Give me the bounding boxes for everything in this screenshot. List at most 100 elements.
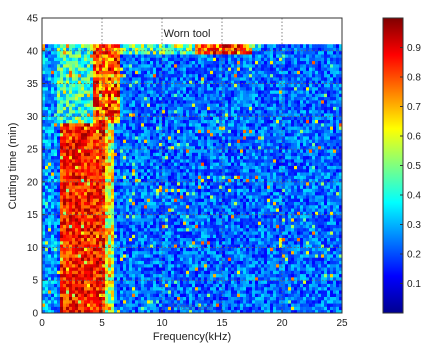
heatmap-cell <box>276 201 280 206</box>
heatmap-cell <box>222 155 226 160</box>
heatmap-cell <box>126 162 130 166</box>
heatmap-cell <box>147 257 151 261</box>
heatmap-cell <box>51 211 55 216</box>
heatmap-cell <box>84 280 88 284</box>
heatmap-cell <box>132 227 136 232</box>
heatmap-cell <box>213 254 217 258</box>
heatmap-cell <box>177 283 181 288</box>
heatmap-cell <box>333 286 337 291</box>
heatmap-cell <box>186 257 190 261</box>
heatmap-cell <box>48 208 52 212</box>
heatmap-cell <box>195 208 199 212</box>
heatmap-cell <box>300 244 304 248</box>
heatmap-cell <box>228 250 232 255</box>
heatmap-cell <box>258 149 262 153</box>
heatmap-cell <box>42 280 46 284</box>
heatmap-cell <box>270 270 274 275</box>
heatmap-cell <box>243 267 247 271</box>
heatmap-cell <box>243 306 247 311</box>
heatmap-cell <box>294 152 298 157</box>
heatmap-cell <box>165 201 169 206</box>
heatmap-cell <box>306 211 310 216</box>
heatmap-cell <box>228 299 232 304</box>
heatmap-cell <box>72 211 76 216</box>
heatmap-cell <box>300 247 304 252</box>
heatmap-cell <box>93 231 97 235</box>
heatmap-cell <box>243 201 247 206</box>
heatmap-cell <box>183 240 187 245</box>
heatmap-cell <box>198 286 202 291</box>
heatmap-cell <box>102 158 106 163</box>
heatmap-cell <box>123 283 127 288</box>
heatmap-cell <box>120 214 124 219</box>
heatmap-cell <box>174 250 178 255</box>
heatmap-cell <box>240 172 244 176</box>
heatmap-cell <box>162 188 166 193</box>
heatmap-cell <box>72 257 76 261</box>
heatmap-cell <box>201 244 205 248</box>
heatmap-cell <box>96 172 100 176</box>
heatmap-cell <box>90 172 94 176</box>
heatmap-cell <box>96 188 100 193</box>
heatmap-cell <box>243 149 247 153</box>
heatmap-cell <box>63 181 67 186</box>
heatmap-cell <box>162 254 166 258</box>
heatmap-cell <box>195 168 199 173</box>
heatmap-cell <box>327 175 331 180</box>
heatmap-cell <box>96 303 100 307</box>
heatmap-cell <box>330 286 334 291</box>
heatmap-cell <box>126 191 130 196</box>
heatmap-cell <box>102 195 106 199</box>
heatmap-cell <box>105 217 109 222</box>
heatmap-cell <box>48 240 52 245</box>
heatmap-cell <box>72 260 76 265</box>
heatmap-cell <box>228 280 232 284</box>
heatmap-cell <box>42 244 46 248</box>
heatmap-cell <box>213 257 217 261</box>
heatmap-cell <box>240 267 244 271</box>
heatmap-cell <box>189 237 193 242</box>
heatmap-cell <box>321 191 325 196</box>
heatmap-cell <box>132 188 136 193</box>
heatmap-cell <box>237 306 241 311</box>
heatmap-cell <box>273 270 277 275</box>
heatmap-cell <box>66 286 70 291</box>
heatmap-cell <box>339 231 343 235</box>
heatmap-cell <box>213 178 217 183</box>
heatmap-cell <box>318 185 322 189</box>
heatmap-cell <box>177 250 181 255</box>
heatmap-cell <box>75 162 79 166</box>
heatmap-cell <box>189 152 193 157</box>
heatmap-cell <box>336 198 340 202</box>
heatmap-cell <box>186 155 190 160</box>
heatmap-cell <box>174 204 178 209</box>
heatmap-cell <box>231 296 235 301</box>
heatmap-cell <box>54 208 58 212</box>
heatmap-cell <box>60 309 64 314</box>
heatmap-cell <box>234 185 238 189</box>
heatmap-cell <box>240 162 244 166</box>
heatmap-cell <box>318 270 322 275</box>
heatmap-cell <box>204 224 208 229</box>
heatmap-cell <box>225 214 229 219</box>
heatmap-cell <box>93 306 97 311</box>
heatmap-cell <box>213 290 217 294</box>
heatmap-cell <box>234 178 238 183</box>
heatmap-cell <box>87 293 91 298</box>
heatmap-cell <box>225 283 229 288</box>
heatmap-cell <box>324 263 328 268</box>
heatmap-cell <box>138 276 142 281</box>
heatmap-cell <box>297 204 301 209</box>
heatmap-cell <box>171 260 175 265</box>
heatmap-cell <box>333 178 337 183</box>
heatmap-cell <box>264 280 268 284</box>
heatmap-cell <box>249 152 253 157</box>
heatmap-cell <box>246 244 250 248</box>
heatmap-cell <box>237 201 241 206</box>
heatmap-cell <box>168 231 172 235</box>
heatmap-cell <box>276 227 280 232</box>
heatmap-cell <box>273 204 277 209</box>
heatmap-cell <box>75 276 79 281</box>
heatmap-cell <box>117 224 121 229</box>
heatmap-cell <box>198 273 202 278</box>
